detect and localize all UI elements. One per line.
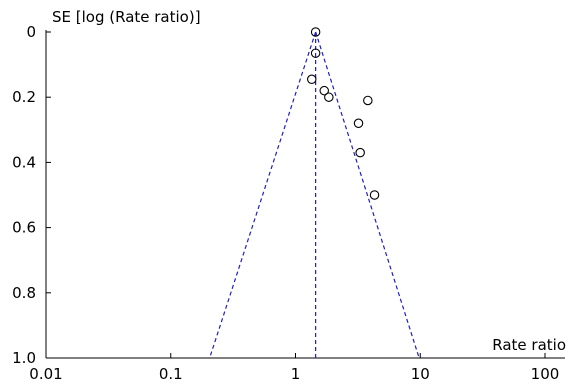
x-tick-label: 0.1 <box>159 365 183 383</box>
funnel-lines <box>209 31 420 359</box>
y-tick-label: 0.8 <box>12 284 36 302</box>
x-tick-label: 0.01 <box>29 365 62 383</box>
data-point <box>363 95 373 106</box>
y-tick-label: 0.2 <box>12 88 36 106</box>
data-point <box>324 92 334 102</box>
funnel-right-line <box>315 31 420 359</box>
x-tick-label: 1 <box>291 365 301 383</box>
y-axis-title: SE [log (Rate ratio)] <box>52 8 201 26</box>
x-tick-label: 10 <box>411 365 430 383</box>
tick-group: 0 0.2 0.4 0.6 0.8 1.00.01 0.1 1 10 100 <box>12 23 559 383</box>
funnel-left-line <box>209 31 317 359</box>
y-tick-label: 0.6 <box>12 219 36 237</box>
data-point <box>353 118 364 129</box>
data-point <box>310 27 321 37</box>
y-tick-label: 0.4 <box>12 153 36 171</box>
data-point <box>307 74 317 85</box>
x-axis-title: Rate ratio <box>492 336 566 354</box>
data-point <box>355 147 365 158</box>
y-tick-label: 1.0 <box>12 349 36 367</box>
data-point <box>319 85 329 96</box>
x-tick-label: 100 <box>531 365 560 383</box>
y-tick-label: 0 <box>26 23 36 41</box>
axes <box>45 30 565 359</box>
data-points <box>307 27 380 200</box>
data-point <box>310 48 321 58</box>
data-point <box>369 190 380 200</box>
